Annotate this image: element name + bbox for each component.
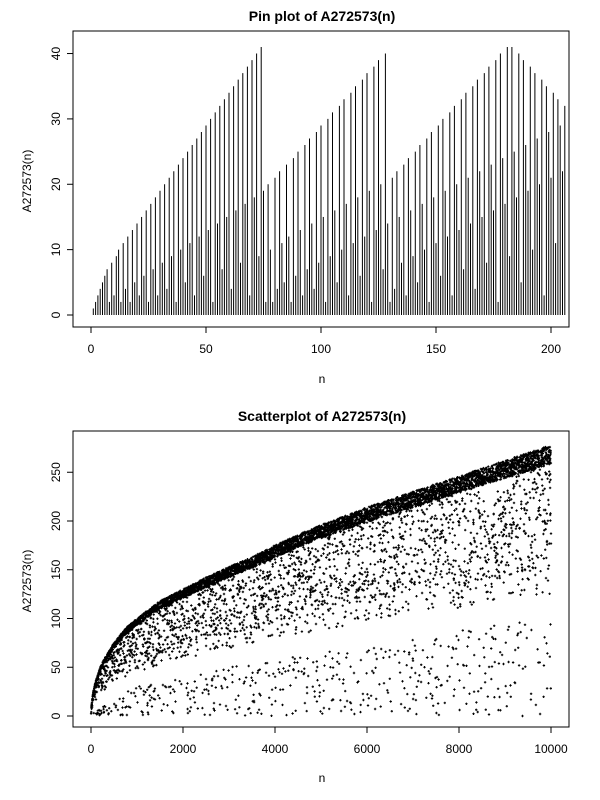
pin-plot-title: Pin plot of A272573(n) (249, 8, 396, 24)
scatter-plot-panel: Scatterplot of A272573(n) n A272573(n) 0… (20, 408, 570, 785)
pin-plot-x-ticks: 0 50 100 150 200 (88, 327, 561, 356)
scatter-plot-ylabel: A272573(n) (20, 550, 34, 613)
scatter-plot-y-tick-label: 0 (49, 712, 63, 719)
scatter-plot-x-tick-label: 0 (88, 742, 95, 756)
scatter-plot-y-tick-label: 100 (49, 608, 63, 628)
pin-plot-ylabel: A272573(n) (20, 150, 34, 213)
scatter-plot-y-tick-label: 250 (49, 462, 63, 482)
pin-plot-y-tick-label: 20 (49, 177, 63, 191)
scatter-plot-y-tick-label: 50 (49, 660, 63, 674)
pin-plot-y-tick-label: 40 (49, 47, 63, 61)
scatter-plot-y-ticks: 0 50 100 150 200 250 (49, 462, 73, 719)
scatter-plot-x-tick-label: 6000 (354, 742, 381, 756)
pin-plot-panel: Pin plot of A272573(n) n A272573(n) 0 50 1… (20, 8, 570, 386)
scatter-plot-y-tick-label: 150 (49, 559, 63, 579)
pin-plot-x-tick-label: 0 (88, 342, 95, 356)
scatter-plot-x-tick-label: 4000 (262, 742, 289, 756)
scatter-plot-points (89, 445, 553, 718)
pin-plot-x-tick-label: 200 (541, 342, 561, 356)
scatter-plot-frame (72, 430, 570, 728)
scatter-plot-y-tick-label: 200 (49, 511, 63, 531)
scatter-plot-xlabel: n (319, 771, 326, 785)
scatter-plot-x-tick-label: 10000 (534, 742, 568, 756)
pin-plot-y-tick-label: 10 (49, 243, 63, 257)
pin-plot-x-tick-label: 100 (311, 342, 331, 356)
pin-plot-pins (92, 47, 566, 315)
scatter-plot-x-tick-label: 2000 (170, 742, 197, 756)
pin-plot-y-tick-label: 0 (49, 311, 63, 318)
scatter-plot-title: Scatterplot of A272573(n) (238, 408, 406, 424)
pin-plot-y-tick-label: 30 (49, 112, 63, 126)
pin-plot-x-tick-label: 50 (199, 342, 213, 356)
pin-plot-y-ticks: 0 10 20 30 40 (49, 47, 73, 318)
pin-plot-x-tick-label: 150 (426, 342, 446, 356)
pin-plot-xlabel: n (319, 372, 326, 386)
scatter-plot-x-ticks: 0 2000 4000 6000 8000 10000 (88, 727, 568, 756)
scatter-plot-x-tick-label: 8000 (446, 742, 473, 756)
